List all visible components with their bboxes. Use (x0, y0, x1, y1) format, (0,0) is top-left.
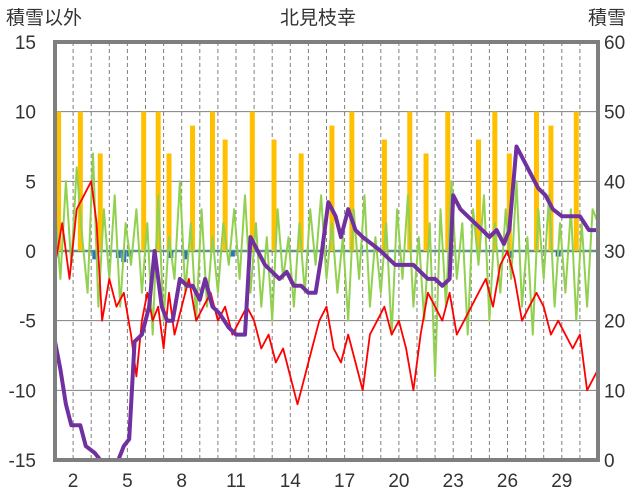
plot-frame (53, 40, 600, 462)
y-tick-label-right: 50 (604, 103, 625, 124)
y-tick-label-right: 0 (604, 451, 615, 472)
x-tick-label: 11 (226, 471, 246, 492)
y-tick-label-left: 15 (15, 33, 36, 54)
y-tick-label-right: 60 (604, 33, 625, 54)
bar (548, 125, 554, 251)
bar (476, 139, 482, 251)
bar (492, 111, 498, 252)
bar (141, 111, 147, 252)
bar (209, 111, 215, 252)
bar (166, 153, 172, 251)
bar (349, 111, 355, 252)
y-axis-left-label: 積雪以外 (6, 7, 82, 29)
bar (229, 251, 235, 257)
bar (573, 111, 579, 252)
y-tick-label-left: -10 (9, 381, 36, 402)
x-tick-label: 14 (280, 471, 302, 492)
bar (56, 111, 62, 252)
y-tick-label-right: 20 (604, 312, 625, 333)
bar (190, 125, 196, 251)
bar (77, 111, 83, 252)
x-tick-label: 23 (443, 471, 464, 492)
grid-layer (55, 42, 598, 460)
bar (182, 251, 188, 260)
x-tick-label: 5 (122, 471, 133, 492)
bar (249, 111, 255, 252)
y-tick-label-left: 0 (25, 242, 36, 263)
x-tick-label: 2 (68, 471, 79, 492)
x-tick-label: 17 (334, 471, 355, 492)
bar (508, 251, 514, 258)
bar (298, 153, 304, 251)
y-tick-label-right: 40 (604, 172, 625, 193)
bar (381, 139, 387, 251)
bar (271, 139, 277, 251)
x-tick-label: 8 (176, 471, 187, 492)
y-tick-label-left: -15 (9, 451, 36, 472)
y-tick-label-right: 30 (604, 242, 625, 263)
y-tick-label-left: 10 (15, 103, 36, 124)
series-line (54, 180, 599, 406)
bar (97, 153, 103, 251)
chart-title: 北見枝幸 (280, 7, 356, 29)
bar (423, 153, 429, 251)
bar (407, 111, 413, 252)
bar (329, 125, 335, 251)
series-line (53, 144, 598, 462)
bar (155, 111, 161, 252)
y-tick-label-right: 10 (604, 381, 625, 402)
bar (506, 153, 512, 251)
bar (92, 251, 98, 260)
bar (222, 139, 228, 251)
lines-layer (53, 144, 599, 462)
x-tick-label: 29 (551, 471, 572, 492)
y-axis-right-label: 積雪 (588, 7, 626, 29)
y-tick-label-left: -5 (19, 312, 36, 333)
x-tick-label: 20 (388, 471, 409, 492)
y-tick-label-left: 5 (25, 172, 36, 193)
bar (445, 111, 451, 252)
x-tick-label: 26 (497, 471, 518, 492)
